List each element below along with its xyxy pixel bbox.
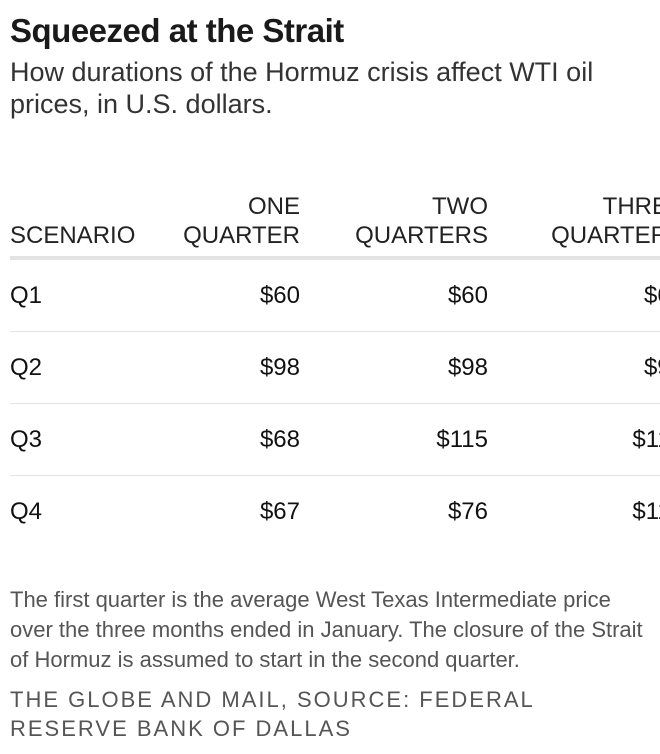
table-body: Q1$60$60$60$60Q2$98$98$98$98Q3$68$115$11…	[10, 258, 660, 540]
price-cell: $76	[447, 497, 488, 525]
column-header-0: SCENARIO	[10, 178, 135, 260]
table-row: Q4$67$76$110$110	[10, 476, 660, 541]
scenario-label: Q1	[10, 258, 130, 332]
column-header-3: THREE QUARTERS	[488, 178, 660, 260]
scenario-label: Q2	[10, 331, 130, 404]
table-row: Q3$68$115$115$115	[10, 403, 660, 476]
scenario-label: Q3	[10, 403, 130, 476]
table-row: Q1$60$60$60$60	[10, 258, 660, 332]
price-cell: $60	[300, 258, 488, 332]
footnote: The first quarter is the average West Te…	[10, 587, 643, 672]
source-credit: THE GLOBE AND MAIL, SOURCE: FEDERAL RESE…	[10, 687, 534, 741]
column-header-2: TWO QUARTERS	[300, 178, 488, 260]
price-cell: $98	[130, 331, 300, 404]
price-cell: $67	[259, 497, 300, 525]
price-cell: $60	[488, 258, 660, 332]
scenario-label: Q4	[10, 497, 43, 525]
chart-title: Squeezed at the Strait	[10, 12, 344, 49]
price-cell: $110	[632, 497, 660, 525]
table-row: Q2$98$98$98$98	[10, 331, 660, 404]
chart-subtitle: How durations of the Hormuz crisis affec…	[10, 57, 594, 119]
price-cell: $98	[300, 331, 488, 404]
price-cell: $68	[130, 403, 300, 476]
price-cell: $115	[300, 403, 488, 476]
column-header-1: ONE QUARTER	[130, 178, 300, 260]
price-cell: $115	[488, 403, 660, 476]
price-cell: $60	[130, 258, 300, 332]
price-cell: $98	[488, 331, 660, 404]
